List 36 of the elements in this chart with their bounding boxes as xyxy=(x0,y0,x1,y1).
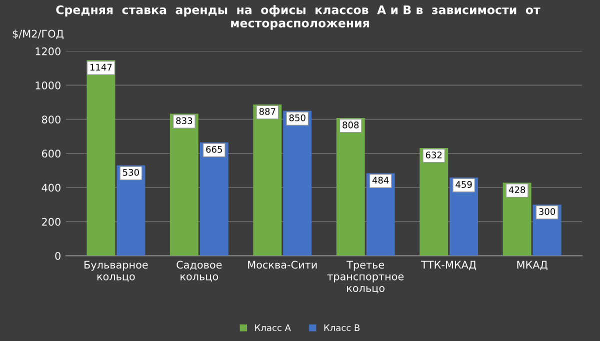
y-tick-label: 1000 xyxy=(36,81,60,90)
y-tick-label: 1200 xyxy=(36,47,60,56)
legend-label: Класс В xyxy=(324,324,360,332)
data-label: 850 xyxy=(289,114,306,122)
data-label: 530 xyxy=(122,168,139,176)
legend-label: Класс А xyxy=(255,324,291,332)
x-tick-label: МКАД xyxy=(517,260,548,270)
y-tick-label: 0 xyxy=(55,252,60,260)
bar xyxy=(336,118,365,256)
bar xyxy=(420,148,448,256)
y-tick-label: 200 xyxy=(42,218,60,226)
y-axis-title: $/М2/ГОД xyxy=(12,30,64,40)
data-label: 300 xyxy=(539,208,556,215)
data-label: 428 xyxy=(508,186,526,194)
x-tick-label: Садовое кольцо xyxy=(176,260,222,282)
data-label: 1147 xyxy=(90,64,112,70)
x-tick-label: ТТК-МКАД xyxy=(421,260,476,270)
x-tick-label: Москва-Сити xyxy=(248,260,317,269)
data-label: 887 xyxy=(259,108,276,115)
y-tick-label: 400 xyxy=(42,184,60,192)
bar xyxy=(86,60,116,256)
data-label: 632 xyxy=(426,152,442,158)
bar xyxy=(200,142,228,256)
bar xyxy=(170,114,198,256)
bar xyxy=(283,110,312,256)
data-label: 808 xyxy=(342,122,359,128)
data-label: 665 xyxy=(206,146,222,153)
y-tick-label: 800 xyxy=(42,116,60,124)
y-tick-label: 600 xyxy=(42,150,60,158)
bar xyxy=(253,104,282,256)
data-label: 459 xyxy=(456,181,472,188)
data-label: 833 xyxy=(176,117,192,124)
x-tick-label: Третье транспортное кольцо xyxy=(327,260,404,294)
data-label: 484 xyxy=(372,176,389,184)
x-tick-label: Бульварное кольцо xyxy=(84,260,148,282)
chart-title: Средняя ставка аренды на офисы классов А и В в зависимости от месторасположения xyxy=(56,5,540,30)
